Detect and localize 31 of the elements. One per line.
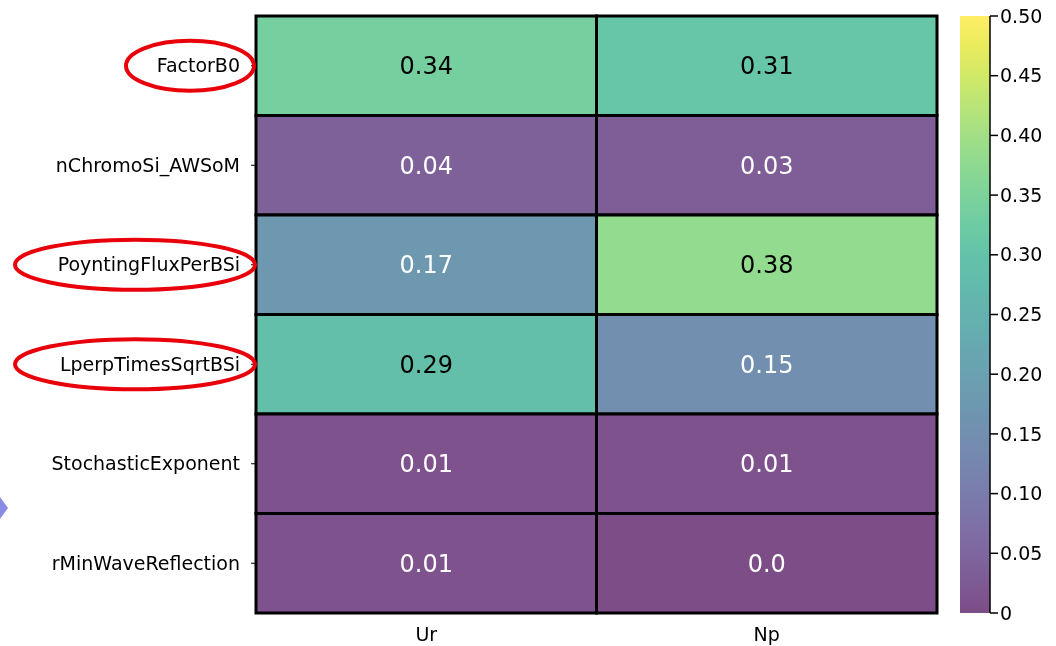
x-tick-label: Np xyxy=(753,623,780,645)
color-bar-label: 0 xyxy=(1000,601,1013,624)
y-tick-label: rMinWaveReflection xyxy=(51,551,240,574)
data-label: 0.01 xyxy=(399,549,453,578)
data-label: 0.38 xyxy=(740,251,794,280)
y-tick-label: PoyntingFluxPerBSi xyxy=(57,253,240,276)
data-label: 0.17 xyxy=(399,251,453,280)
data-label: 0.15 xyxy=(740,350,794,379)
y-tick-label: LperpTimesSqrtBSi xyxy=(59,352,240,375)
color-bar-label: 0.10 xyxy=(1000,482,1043,505)
color-bar-label: 0.15 xyxy=(1000,422,1043,445)
color-bar-label: 0.05 xyxy=(1000,541,1043,564)
color-bar-label: 0.50 xyxy=(1000,4,1043,27)
data-label: 0.0 xyxy=(747,549,786,578)
data-label: 0.29 xyxy=(399,350,453,379)
data-label: 0.01 xyxy=(740,450,794,479)
data-label: 0.01 xyxy=(399,450,453,479)
color-bar-label: 0.25 xyxy=(1000,303,1043,326)
data-label: 0.04 xyxy=(399,151,453,180)
y-tick-label: nChromoSi_AWSoM xyxy=(55,153,240,177)
color-bar-label: 0.35 xyxy=(1000,183,1043,206)
data-label: 0.03 xyxy=(740,151,794,180)
color-bar-label: 0.30 xyxy=(1000,243,1043,266)
x-tick-label: Ur xyxy=(415,623,438,645)
color-bar-label: 0.40 xyxy=(1000,124,1043,147)
y-tick-label: FactorB0 xyxy=(156,54,240,77)
data-label: 0.31 xyxy=(740,52,794,81)
data-label: 0.34 xyxy=(399,52,453,81)
color-bar-label: 0.45 xyxy=(1000,64,1043,87)
y-tick-label: StochasticExponent xyxy=(51,452,240,475)
color-bar-label: 0.20 xyxy=(1000,362,1043,385)
